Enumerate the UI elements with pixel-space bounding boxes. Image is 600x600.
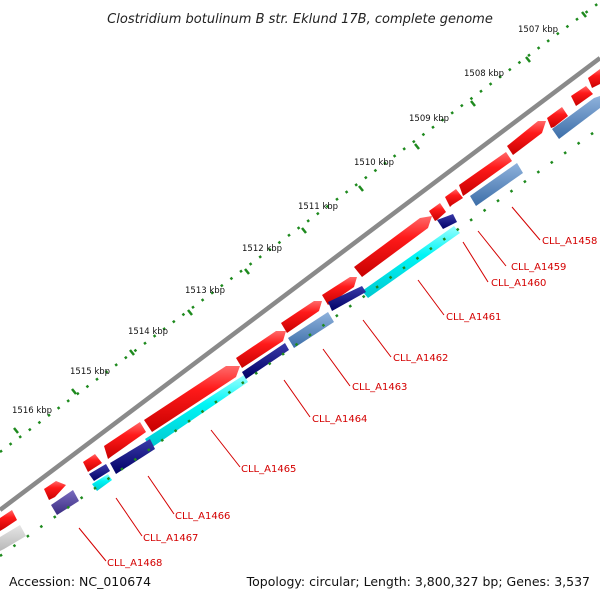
- tick-label-1513: 1513 kbp: [185, 286, 225, 296]
- major-ticks: [13, 11, 587, 434]
- tick-label-1511: 1511 kbp: [298, 202, 338, 212]
- feature-bar: [51, 490, 79, 515]
- feature-bar: [362, 226, 460, 298]
- tick-label-1512: 1512 kbp: [242, 244, 282, 254]
- gene-labels: CLL_A1458 CLL_A1459 CLL_A1460 CLL_A1461 …: [107, 236, 597, 569]
- cds-arrow: [459, 152, 512, 196]
- gene-label-cll-a1458: CLL_A1458: [542, 236, 597, 247]
- cds-arrow: [571, 86, 593, 106]
- tick-label-1509: 1509 kbp: [409, 114, 449, 124]
- navy-feature-track: [89, 214, 457, 481]
- tick-label-1507: 1507 kbp: [518, 25, 558, 35]
- gene-label-cll-a1466: CLL_A1466: [175, 511, 230, 522]
- tick-label-1516: 1516 kbp: [12, 406, 52, 416]
- gene-label-cll-a1464: CLL_A1464: [312, 414, 367, 425]
- feature-bar: [0, 525, 26, 551]
- feature-bar: [145, 375, 248, 448]
- map-title: Clostridium botulinum B str. Eklund 17B,…: [107, 12, 493, 27]
- gene-label-cll-a1463: CLL_A1463: [352, 382, 407, 393]
- tick-label-1515: 1515 kbp: [70, 367, 110, 377]
- cds-arrow: [354, 216, 432, 277]
- gene-label-cll-a1460: CLL_A1460: [491, 278, 546, 289]
- tick-labels: 1507 kbp 1508 kbp 1509 kbp 1510 kbp 1511…: [12, 25, 558, 416]
- cds-arrow: [547, 107, 568, 128]
- gene-label-cll-a1468: CLL_A1468: [107, 558, 162, 569]
- feature-bar: [437, 214, 457, 229]
- cds-arrow: [322, 277, 357, 305]
- cds-arrow: [104, 422, 146, 459]
- feature-bar: [242, 343, 289, 379]
- cds-arrow: [429, 203, 446, 221]
- genome-backbone: [0, 56, 600, 512]
- tick-label-1510: 1510 kbp: [354, 158, 394, 168]
- gene-label-cll-a1459: CLL_A1459: [511, 262, 566, 273]
- genome-summary-text: Topology: circular; Length: 3,800,327 bp…: [246, 574, 590, 589]
- cds-arrow: [507, 121, 546, 155]
- cds-arrow: [83, 454, 102, 472]
- gene-label-cll-a1461: CLL_A1461: [446, 312, 501, 323]
- feature-bar: [110, 439, 155, 474]
- cds-arrow: [236, 331, 286, 368]
- outer-ruler: [0, 1, 600, 453]
- cds-arrow: [281, 301, 322, 333]
- cds-arrow: [44, 481, 66, 500]
- forward-cds-track: [0, 69, 600, 531]
- accession-text: Accession: NC_010674: [9, 574, 151, 589]
- feature-bar: [89, 464, 110, 481]
- tick-label-1508: 1508 kbp: [464, 69, 504, 79]
- feature-bar: [470, 163, 523, 206]
- feature-bar: [552, 96, 600, 139]
- gene-label-cll-a1465: CLL_A1465: [241, 464, 296, 475]
- feature-bar: [328, 286, 366, 311]
- cds-arrow: [588, 69, 600, 88]
- label-leaders: [78, 206, 541, 562]
- tick-label-1514: 1514 kbp: [128, 327, 168, 337]
- cds-arrow: [445, 189, 463, 207]
- feature-bar: [288, 312, 334, 348]
- gene-label-cll-a1462: CLL_A1462: [393, 353, 448, 364]
- gene-label-cll-a1467: CLL_A1467: [143, 533, 198, 544]
- cds-arrow: [0, 510, 17, 531]
- cds-arrow: [144, 366, 240, 432]
- steelblue-feature-track: [288, 96, 600, 348]
